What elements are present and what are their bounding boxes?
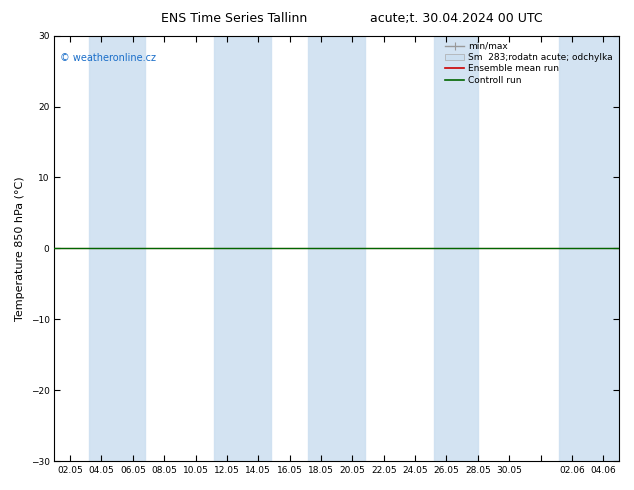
Bar (309, 36, 365, 461)
Legend: min/max, Sm  283;rodatn acute; odchylka, Ensemble mean run, Controll run: min/max, Sm 283;rodatn acute; odchylka, … (444, 40, 614, 87)
Text: acute;t. 30.04.2024 00 UTC: acute;t. 30.04.2024 00 UTC (370, 12, 543, 25)
Bar (214, 36, 271, 461)
Text: ENS Time Series Tallinn: ENS Time Series Tallinn (162, 12, 307, 25)
Bar (559, 36, 619, 461)
Y-axis label: Temperature 850 hPa (°C): Temperature 850 hPa (°C) (15, 176, 25, 321)
Bar (89, 36, 145, 461)
Bar (434, 36, 478, 461)
Text: © weatheronline.cz: © weatheronline.cz (60, 52, 156, 63)
